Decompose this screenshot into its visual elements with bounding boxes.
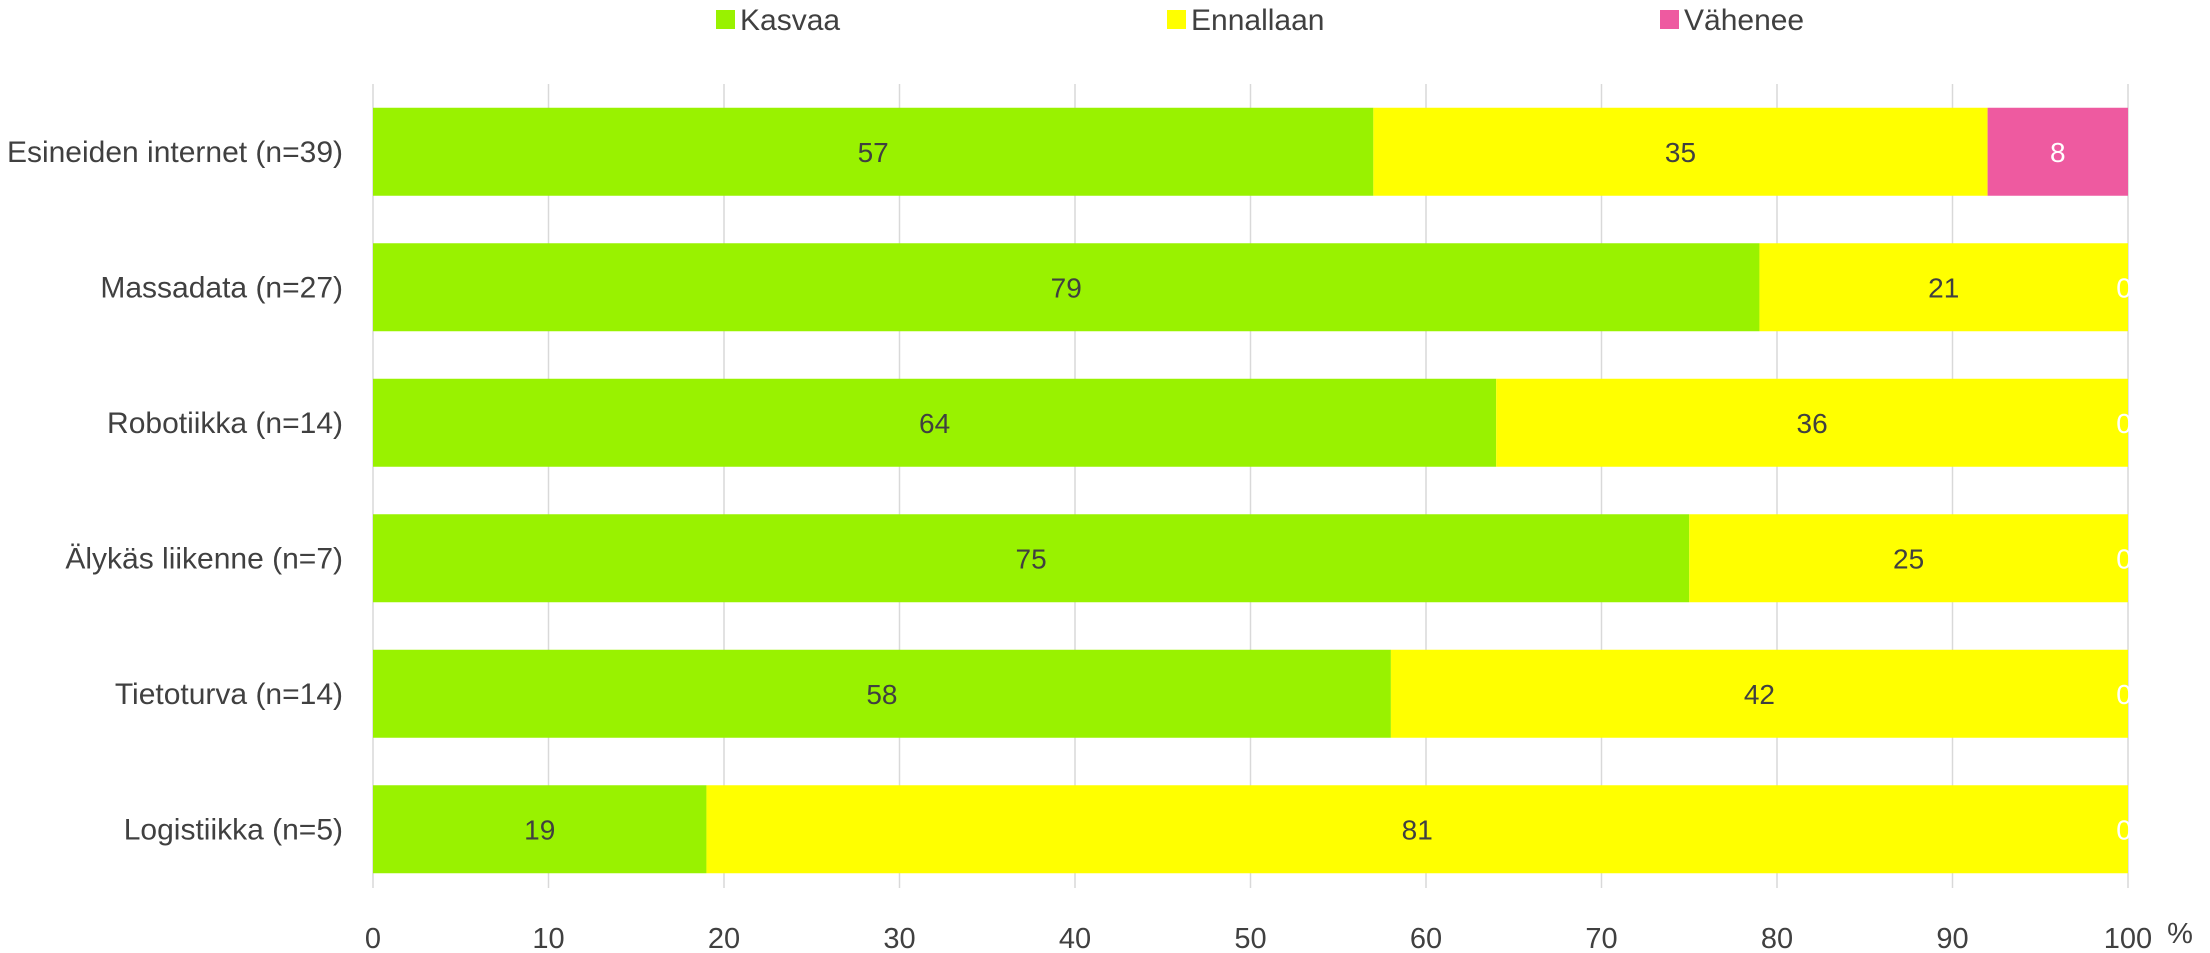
gridlines: [372, 84, 2129, 888]
data-label: 81: [1402, 814, 1433, 845]
data-label: 25: [1893, 543, 1924, 574]
data-label: 75: [1016, 543, 1047, 574]
data-label: 35: [1665, 137, 1696, 168]
legend-label: Vähenee: [1684, 4, 1804, 37]
x-tick-label: 80: [1761, 923, 1793, 953]
bar-segment: [706, 785, 2129, 874]
data-label: 0: [2116, 679, 2132, 710]
bars: [373, 107, 2129, 874]
legend-swatch: [1167, 10, 1186, 29]
category-label: Massadata (n=27): [100, 271, 343, 304]
bar-segment: [373, 785, 707, 874]
legend-label: Kasvaa: [740, 4, 840, 37]
data-label: 42: [1744, 679, 1775, 710]
bar-segment: [373, 649, 1391, 738]
category-label: Robotiikka (n=14): [107, 407, 343, 440]
x-tick-label: 90: [1936, 923, 1968, 953]
data-label: 0: [2116, 272, 2132, 303]
x-tick-label: 20: [708, 923, 740, 953]
data-label: 36: [1797, 408, 1828, 439]
bar-segment: [373, 514, 1690, 603]
category-labels: Esineiden internet (n=39) Massadata (n=27…: [7, 136, 343, 847]
legend-swatch: [716, 10, 735, 29]
bar-segment: [373, 378, 1497, 467]
category-label: Esineiden internet (n=39): [7, 136, 343, 169]
category-label: Logistiikka (n=5): [124, 813, 343, 846]
bar-segment: [373, 107, 1374, 196]
data-label: 0: [2116, 814, 2132, 845]
data-label: 0: [2116, 543, 2132, 574]
legend-swatch: [1660, 10, 1679, 29]
bar-segment: [373, 243, 1760, 332]
category-label: Tietoturva (n=14): [115, 678, 343, 711]
bar-labels: 57 35 8 79 21 0 64 36 0 75 25 0 58 42 0 19 81 0: [524, 137, 2132, 846]
data-label: 57: [858, 137, 889, 168]
category-label: Älykäs liikenne (n=7): [65, 542, 343, 575]
x-tick-label: 10: [532, 923, 564, 953]
x-tick-label: 40: [1059, 923, 1091, 953]
legend-label: Ennallaan: [1191, 4, 1324, 37]
bar-segment: [1689, 514, 2128, 603]
bar-segment: [1390, 649, 2128, 738]
x-axis-unit: %: [2167, 918, 2193, 950]
x-axis: 0 10 20 30 40 50 60 70 80 90 100%: [365, 918, 2193, 953]
x-tick-label: 100: [2104, 923, 2152, 953]
bar-segment: [1496, 378, 2128, 467]
x-tick-label: 0: [365, 923, 381, 953]
bar-segment: [1759, 243, 2128, 332]
x-tick-label: 30: [883, 923, 915, 953]
data-label: 64: [919, 408, 950, 439]
x-tick-label: 50: [1234, 923, 1266, 953]
data-label: 58: [866, 679, 897, 710]
legend: Kasvaa Ennallaan Vähenee: [716, 4, 1804, 37]
data-label: 8: [2050, 137, 2066, 168]
x-tick-label: 70: [1585, 923, 1617, 953]
data-label: 79: [1051, 272, 1082, 303]
data-label: 21: [1928, 272, 1959, 303]
bar-segment: [1373, 107, 1988, 196]
data-label: 0: [2116, 408, 2132, 439]
data-label: 19: [524, 814, 555, 845]
bar-segment: [1987, 107, 2128, 196]
x-tick-label: 60: [1410, 923, 1442, 953]
